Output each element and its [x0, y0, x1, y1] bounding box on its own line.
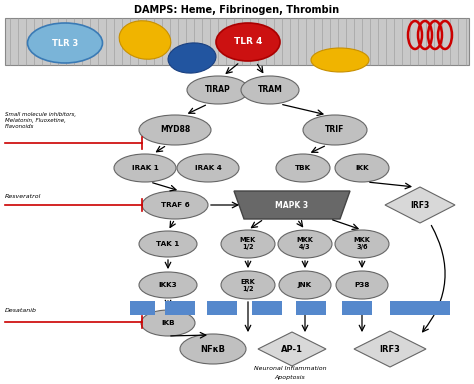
- Ellipse shape: [221, 271, 275, 299]
- Ellipse shape: [336, 271, 388, 299]
- Ellipse shape: [142, 191, 208, 219]
- Text: TRAF 6: TRAF 6: [161, 202, 190, 208]
- Ellipse shape: [139, 272, 197, 298]
- Text: NFκB: NFκB: [201, 344, 226, 354]
- Polygon shape: [258, 332, 326, 366]
- Ellipse shape: [27, 23, 102, 63]
- Ellipse shape: [139, 115, 211, 145]
- Ellipse shape: [141, 310, 195, 336]
- Text: TLR 4: TLR 4: [234, 38, 262, 46]
- Text: MKK
4/3: MKK 4/3: [297, 237, 313, 250]
- Text: IKK3: IKK3: [159, 282, 177, 288]
- Ellipse shape: [241, 76, 299, 104]
- Text: TAK 1: TAK 1: [156, 241, 180, 247]
- Ellipse shape: [180, 334, 246, 364]
- Text: Resveratrol: Resveratrol: [5, 194, 41, 199]
- Polygon shape: [354, 331, 426, 367]
- FancyBboxPatch shape: [342, 301, 372, 315]
- Ellipse shape: [119, 21, 171, 59]
- Text: DAMPS: Heme, Fibrinogen, Thrombin: DAMPS: Heme, Fibrinogen, Thrombin: [135, 5, 339, 15]
- Text: IRF3: IRF3: [380, 344, 401, 354]
- Text: AP-1: AP-1: [281, 344, 303, 354]
- Text: TIRAP: TIRAP: [205, 86, 231, 94]
- Text: Neuronal Inflammation: Neuronal Inflammation: [254, 366, 326, 371]
- Text: IRF3: IRF3: [410, 200, 429, 210]
- Text: MKK
3/6: MKK 3/6: [354, 237, 371, 250]
- Text: Apoptosis: Apoptosis: [274, 376, 305, 381]
- Text: Small molecule inhibitors,
Melatonin, Fluoxetine,
Flavonoids: Small molecule inhibitors, Melatonin, Fl…: [5, 112, 76, 129]
- Ellipse shape: [139, 231, 197, 257]
- Text: IRAK 4: IRAK 4: [195, 165, 221, 171]
- Ellipse shape: [311, 48, 369, 72]
- Text: TLR 3: TLR 3: [52, 38, 78, 48]
- Text: TBK: TBK: [295, 165, 311, 171]
- Text: IKK: IKK: [355, 165, 369, 171]
- Ellipse shape: [177, 154, 239, 182]
- Ellipse shape: [221, 230, 275, 258]
- FancyBboxPatch shape: [252, 301, 282, 315]
- Text: TRIF: TRIF: [325, 126, 345, 134]
- Text: Desatanib: Desatanib: [5, 308, 37, 313]
- FancyBboxPatch shape: [207, 301, 237, 315]
- FancyBboxPatch shape: [5, 18, 469, 65]
- Text: IRAK 1: IRAK 1: [132, 165, 158, 171]
- Text: JNK: JNK: [298, 282, 312, 288]
- FancyBboxPatch shape: [165, 301, 195, 315]
- Text: IKB: IKB: [161, 320, 175, 326]
- FancyBboxPatch shape: [296, 301, 326, 315]
- Ellipse shape: [335, 154, 389, 182]
- Text: MAPK 3: MAPK 3: [275, 200, 309, 210]
- Text: MEK
1/2: MEK 1/2: [240, 237, 256, 250]
- Ellipse shape: [216, 23, 280, 61]
- Ellipse shape: [187, 76, 249, 104]
- Ellipse shape: [303, 115, 367, 145]
- FancyBboxPatch shape: [130, 301, 155, 315]
- FancyBboxPatch shape: [390, 301, 450, 315]
- Text: P38: P38: [354, 282, 370, 288]
- Ellipse shape: [335, 230, 389, 258]
- Text: ERK
1/2: ERK 1/2: [241, 278, 255, 291]
- Polygon shape: [385, 187, 455, 223]
- Ellipse shape: [168, 43, 216, 73]
- Ellipse shape: [114, 154, 176, 182]
- Ellipse shape: [276, 154, 330, 182]
- Ellipse shape: [279, 271, 331, 299]
- Text: TRAM: TRAM: [257, 86, 283, 94]
- Ellipse shape: [278, 230, 332, 258]
- Polygon shape: [234, 191, 350, 219]
- Text: MYD88: MYD88: [160, 126, 190, 134]
